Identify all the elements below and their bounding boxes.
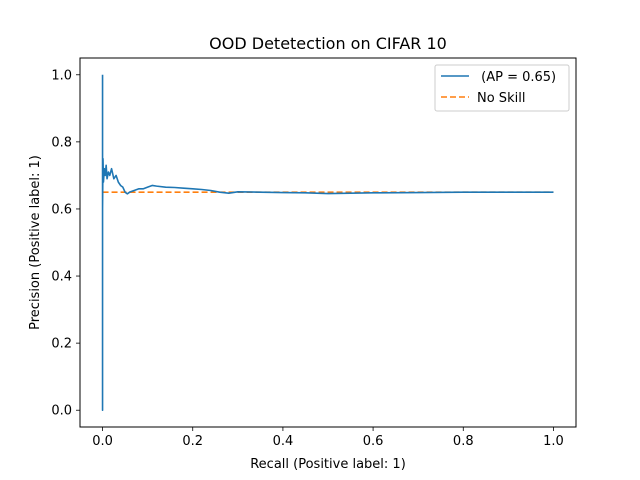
x-axis-title: Recall (Positive label: 1) [250,457,406,472]
series-layer [101,74,554,412]
legend-label-ap: (AP = 0.65) [477,70,556,85]
ticks-layer: 0.0 0.2 0.4 0.6 0.8 1.0 0.0 0.2 0.4 0.6 0.8 1.0 [51,68,563,449]
legend-label-no-skill: No Skill [477,91,525,106]
chart-title: OOD Detetection on CIFAR 10 [209,34,447,53]
x-tick-label: 0.4 [273,434,294,449]
legend: (AP = 0.65) No Skill [434,64,570,112]
x-tick-label: 1.0 [543,434,564,449]
y-tick-label: 0.2 [51,337,72,352]
plot-area-background [80,58,576,427]
y-tick-label: 1.0 [51,68,72,83]
x-tick-label: 0.6 [363,434,384,449]
y-tick-label: 0.6 [51,202,72,217]
x-tick-label: 0.2 [182,434,203,449]
y-tick-label: 0.8 [51,135,72,150]
y-tick-label: 0.0 [51,404,72,419]
x-tick-label: 0.8 [453,434,474,449]
x-tick-label: 0.0 [92,434,113,449]
plot-frame [79,57,577,428]
y-axis-title: Precision (Positive label: 1) [28,155,43,330]
y-tick-label: 0.4 [51,270,72,285]
series-line-ap [101,74,554,412]
